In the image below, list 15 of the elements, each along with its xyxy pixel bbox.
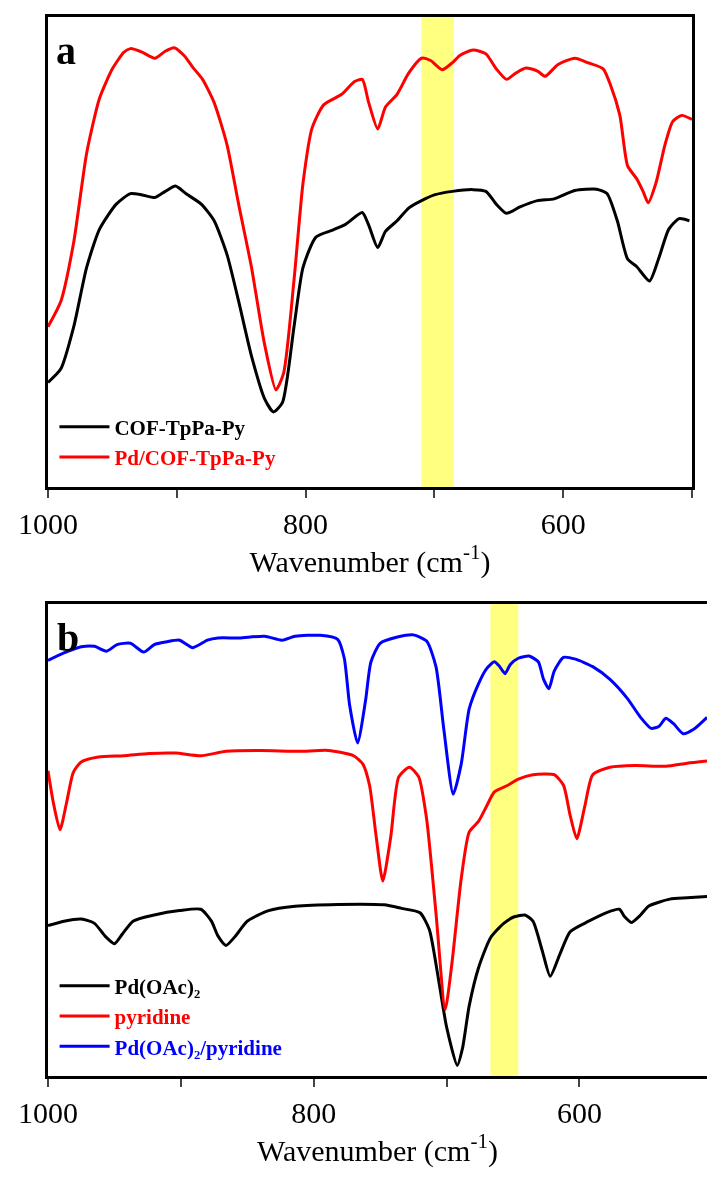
x-tick-label: 600 [540, 507, 586, 540]
x-axis-title: Wavenumber (cm$^{-1}$) [249, 540, 491, 579]
x-tick-label: 1000 [18, 1096, 78, 1129]
legend-label: COF-TpPa-Py [114, 415, 246, 440]
x-tick-label: 1000 [18, 507, 78, 540]
x-tick-label: 800 [283, 507, 329, 540]
legend-label: Pd(OAc)₂ [114, 974, 201, 999]
legend-label: Pd/COF-TpPa-Py [114, 446, 276, 471]
annotation: b [57, 615, 80, 660]
x-tick-label: 600 [556, 1096, 602, 1129]
legend-label: pyridine [114, 1005, 191, 1030]
annotation: a [56, 28, 76, 73]
x-tick-label: 800 [291, 1096, 337, 1129]
x-axis-title: Wavenumber (cm$^{-1}$) [257, 1129, 498, 1168]
legend-label: Pd(OAc)₂/pyridine [114, 1035, 282, 1060]
